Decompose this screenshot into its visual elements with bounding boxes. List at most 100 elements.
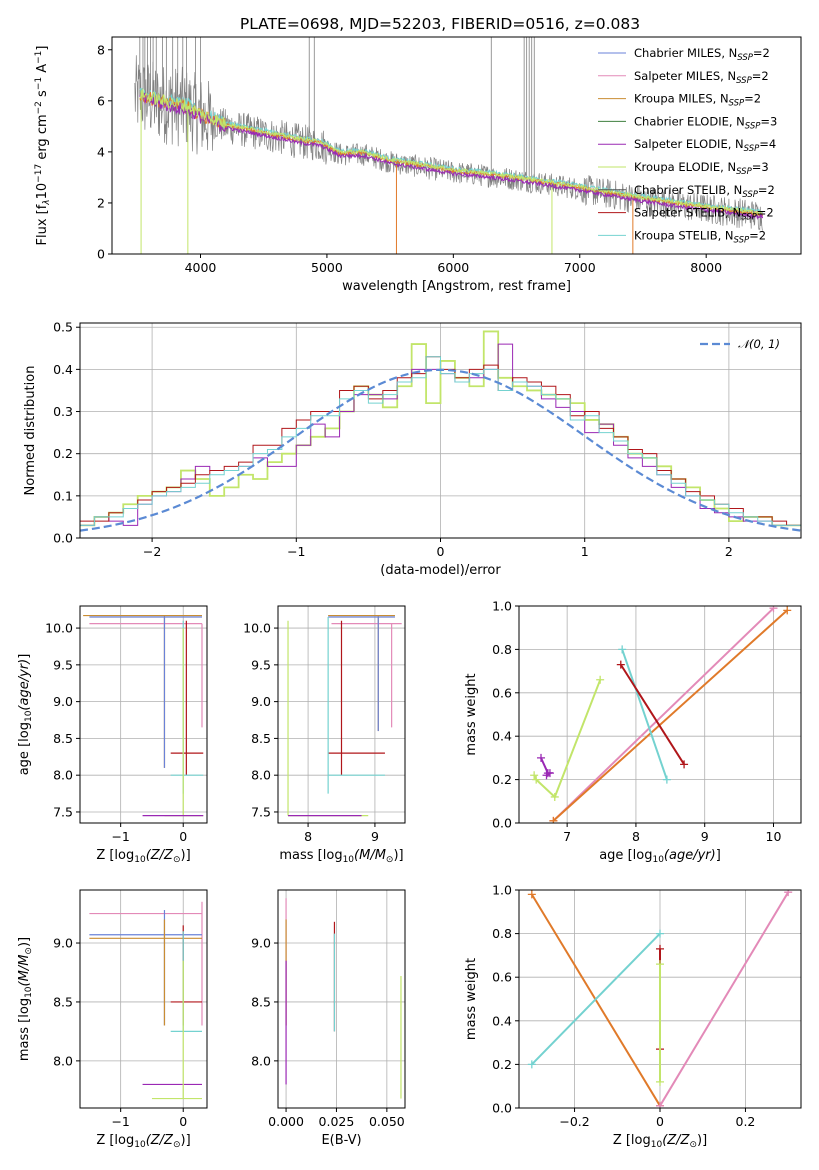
x-tick-label: 9 — [701, 829, 709, 844]
y-tick-label: 8.5 — [53, 731, 73, 746]
weight-vs-age-lines — [530, 606, 792, 823]
y-tick-label: 9.0 — [251, 936, 271, 951]
y-tick-label: 0.4 — [492, 729, 512, 744]
y-tick-label: 0.8 — [492, 642, 512, 657]
x-tick-label: −2 — [143, 544, 161, 559]
weight-line — [552, 609, 788, 822]
x-tick-label: 0.000 — [268, 1114, 304, 1129]
x-tick-label: 8 — [304, 829, 312, 844]
residual-xlabel: (data-model)/error — [380, 563, 501, 578]
weight-marker — [527, 890, 536, 899]
weight-marker — [550, 792, 559, 801]
y-tick-label: 6 — [97, 93, 105, 108]
axes-frame — [79, 605, 208, 824]
y-tick-label: 8.0 — [251, 768, 271, 783]
weight-line — [531, 932, 661, 1066]
y-tick-label: 0.0 — [492, 816, 512, 831]
model-spectrum — [139, 88, 763, 216]
weight-marker — [656, 960, 664, 969]
weight-marker — [596, 675, 605, 684]
spectrum-lines — [134, 37, 764, 254]
weight-marker — [542, 771, 551, 780]
x-tick-label: 1 — [581, 544, 589, 559]
y-tick-label: 9.5 — [251, 657, 271, 672]
weight-vs-Z-ylabel: mass weight — [464, 958, 479, 1040]
mass-vs-Z-ylabel: mass [log10(M/M⊙)] — [17, 937, 34, 1061]
weight-marker — [527, 1060, 536, 1069]
x-tick-label: 0.2 — [736, 1114, 756, 1129]
residual-histograms — [80, 330, 801, 532]
weight-vs-age-ylabel: mass weight — [464, 673, 479, 755]
weight-marker — [784, 890, 793, 897]
weight-line — [621, 649, 668, 780]
weight-line — [619, 664, 685, 765]
y-tick-label: 7.5 — [251, 804, 271, 819]
weight-marker — [656, 929, 664, 938]
age-vs-mass-xlabel: mass [log10(M/M⊙)] — [279, 848, 403, 865]
x-tick-label: −1 — [111, 1114, 129, 1129]
age-vs-mass-crosses — [287, 614, 402, 817]
y-tick-label: 4 — [97, 144, 105, 159]
legend-entry: Chabrier STELIB, NSSP=2 — [634, 183, 775, 200]
weight-vs-Z-panel: −0.2 0 0.2 0.0 0.2 0.4 0.6 0.8 1.0 Z [log10(Z/Z⊙)… — [464, 883, 802, 1150]
age-vs-Z-crosses — [83, 614, 204, 817]
weight-marker — [680, 760, 689, 769]
y-tick-label: 0 — [97, 247, 105, 262]
weight-line — [552, 607, 775, 822]
x-tick-label: 6000 — [437, 260, 469, 275]
x-tick-label: 7000 — [564, 260, 596, 275]
x-tick-label: 0 — [179, 1114, 187, 1129]
weight-vs-Z-xlabel: Z [log10(Z/Z⊙)] — [613, 1133, 707, 1150]
x-tick-label: −1 — [111, 829, 129, 844]
y-tick-label: 0.2 — [492, 772, 512, 787]
legend-entry: Salpeter ELODIE, NSSP=4 — [634, 137, 776, 154]
axes-frame — [79, 889, 208, 1109]
mass-vs-ebv-panel: 0.000 0.025 0.050 8.0 8.5 9.0 E(B-V) — [251, 889, 406, 1148]
y-tick-label: 0.3 — [53, 404, 73, 419]
weight-marker — [783, 606, 792, 615]
y-tick-label: 8.5 — [53, 994, 73, 1009]
legend-entry: Kroupa ELODIE, NSSP=3 — [634, 160, 769, 177]
y-tick-label: 0.6 — [492, 685, 512, 700]
weight-marker — [769, 606, 778, 613]
x-tick-label: 9 — [371, 829, 379, 844]
histogram-series — [80, 356, 801, 526]
weight-marker — [662, 775, 671, 784]
weight-marker — [549, 816, 558, 823]
x-tick-label: 2 — [725, 544, 733, 559]
y-tick-label: 9.0 — [251, 694, 271, 709]
spectrum-ylabel: Flux [fλ10−17 erg cm−2 s−1 A−1] — [34, 46, 52, 246]
x-tick-label: 0 — [437, 544, 445, 559]
legend-entry: Chabrier MILES, NSSP=2 — [634, 46, 770, 63]
weight-marker — [656, 944, 664, 953]
y-tick-label: 2 — [97, 195, 105, 210]
weight-vs-age-panel: 7 8 9 10 0.0 0.2 0.4 0.6 0.8 1.0 age [log10(age/yr… — [464, 599, 802, 865]
residual-ylabel: Normed distribution — [23, 366, 38, 496]
weight-vs-age-xlabel: age [log10(age/yr)] — [599, 848, 721, 865]
x-tick-label: −0.2 — [559, 1114, 589, 1129]
y-tick-label: 0.0 — [492, 1101, 512, 1116]
y-tick-label: 10.0 — [243, 621, 271, 636]
y-tick-label: 8.0 — [53, 1053, 73, 1068]
x-tick-label: 8000 — [690, 260, 722, 275]
legend-entry: Kroupa STELIB, NSSP=2 — [634, 228, 766, 245]
y-tick-label: 8.5 — [251, 731, 271, 746]
y-tick-label: 8 — [97, 42, 105, 57]
weight-line — [533, 679, 602, 799]
age-vs-mass-panel: 8 9 7.5 8.0 8.5 9.0 9.5 10.0 mass [log10(M/M⊙)] — [243, 605, 406, 865]
weight-line — [659, 891, 790, 1107]
x-tick-label: 7 — [563, 829, 571, 844]
legend-gaussian: 𝒩(0, 1) — [738, 337, 780, 351]
x-tick-label: 5000 — [311, 260, 343, 275]
y-tick-label: 9.0 — [53, 694, 73, 709]
histogram-series — [80, 356, 801, 526]
axes-frame — [111, 36, 802, 255]
weight-marker — [530, 771, 539, 780]
y-tick-label: 0.5 — [53, 320, 73, 335]
y-tick-label: 8.0 — [251, 1053, 271, 1068]
histogram-series — [80, 330, 801, 527]
spectrum-panel: 4000 5000 6000 7000 8000 0 2 4 6 8 wavelength [Ang… — [34, 36, 802, 294]
x-tick-label: 8 — [632, 829, 640, 844]
